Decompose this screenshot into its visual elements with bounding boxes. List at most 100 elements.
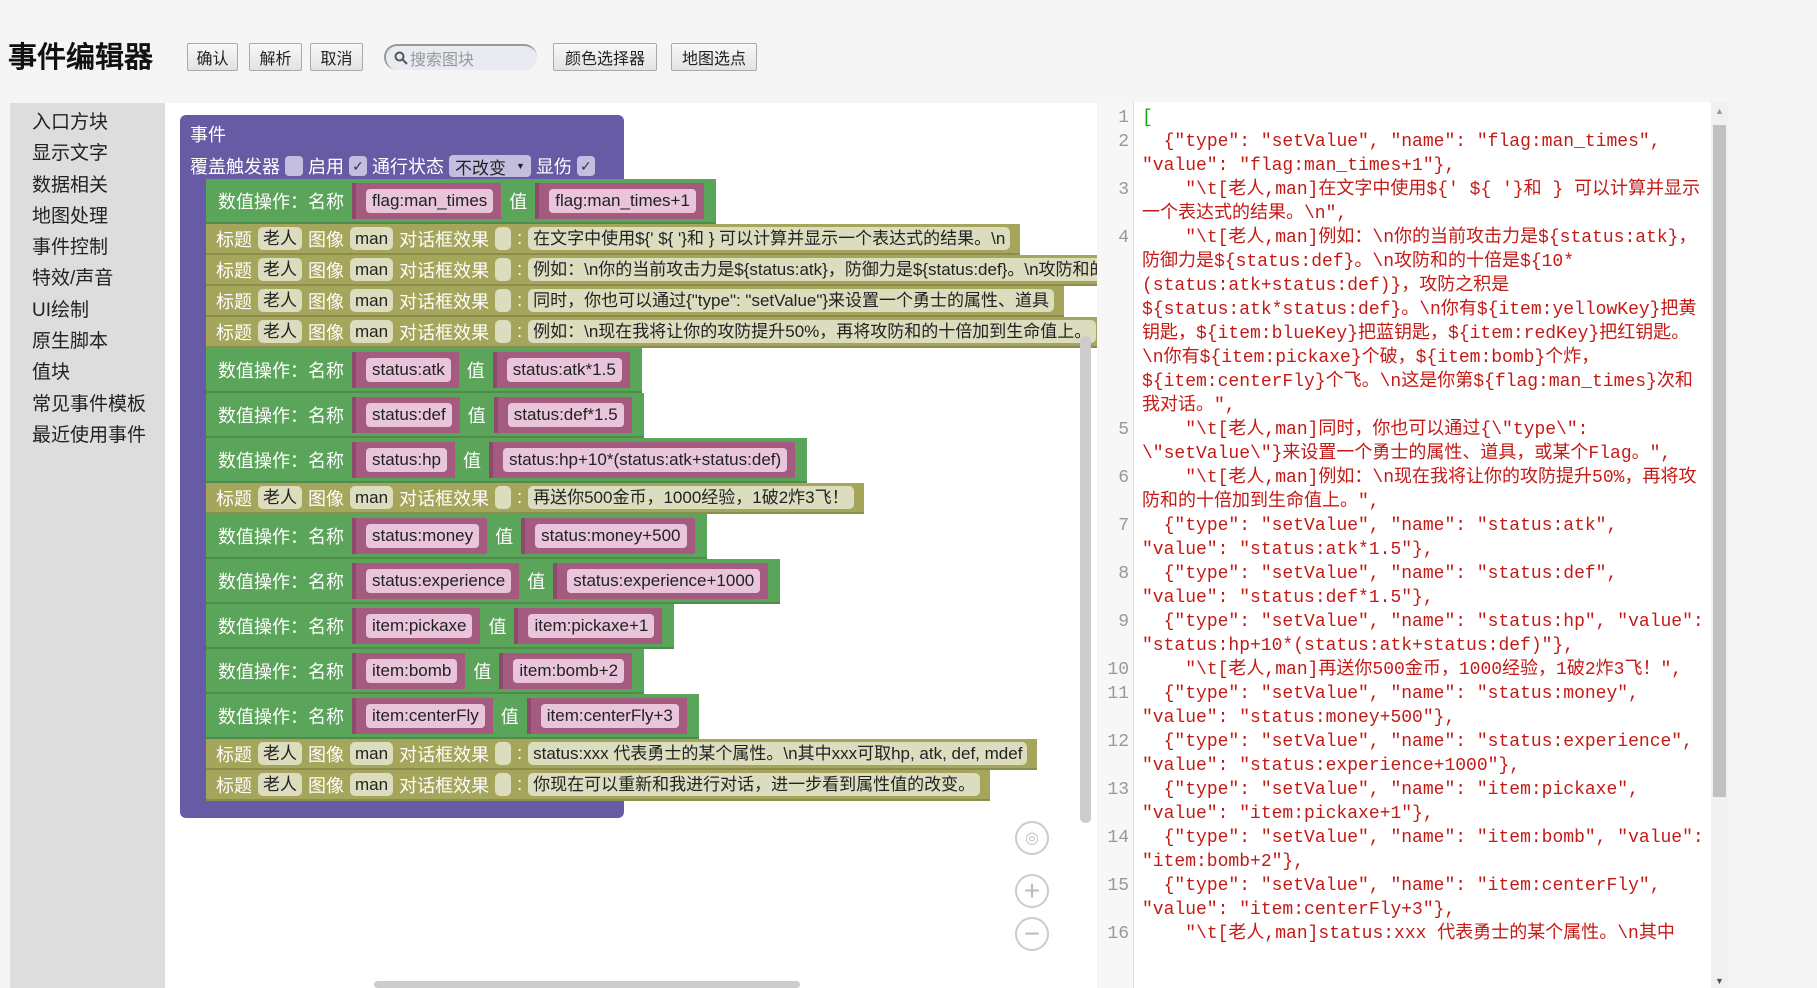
- sidebar-item[interactable]: 入口方块: [32, 112, 109, 133]
- pass-state-dropdown[interactable]: 不改变 ▼: [449, 155, 531, 178]
- name-field-block[interactable]: status:money: [352, 517, 488, 554]
- sidebar-item[interactable]: 值块: [32, 362, 71, 384]
- set-value-block[interactable]: 数值操作：名称 status:money 值 status:money+500: [206, 514, 707, 559]
- sidebar-item[interactable]: 最近使用事件: [32, 424, 147, 446]
- title-field[interactable]: 老人: [258, 773, 302, 796]
- enable-checkbox[interactable]: ✓: [349, 156, 367, 176]
- title-field[interactable]: 老人: [258, 258, 302, 281]
- map-pick-button[interactable]: 地图选点: [671, 43, 757, 71]
- code-content[interactable]: 1[2 {"type": "setValue", "name": "flag:m…: [1099, 106, 1709, 946]
- value-field-block[interactable]: status:money+500: [521, 517, 695, 554]
- code-line-text[interactable]: {"type": "setValue", "name": "status:mon…: [1142, 684, 1650, 728]
- value-field[interactable]: status:hp+10*(status:atk+status:def): [503, 447, 788, 472]
- sidebar-item[interactable]: 常见事件模板: [32, 393, 147, 415]
- effect-field[interactable]: [495, 227, 512, 250]
- scroll-down-icon[interactable]: ▼: [1715, 976, 1724, 986]
- value-field[interactable]: flag:man_times+1: [549, 188, 696, 213]
- name-field[interactable]: item:centerFly: [366, 703, 485, 728]
- name-field-block[interactable]: item:centerFly: [352, 697, 493, 734]
- value-field-block[interactable]: flag:man_times+1: [535, 182, 704, 219]
- code-line-text[interactable]: "\t[老人,man]例如：\n现在我将让你的攻防提升50%，再将攻防和的十倍加…: [1142, 468, 1697, 512]
- set-value-block[interactable]: 数值操作：名称 flag:man_times 值 flag:man_times+1: [206, 179, 716, 224]
- value-field[interactable]: item:centerFly+3: [540, 703, 679, 728]
- code-line-text[interactable]: [: [1142, 108, 1153, 128]
- sidebar-item[interactable]: 数据相关: [32, 174, 109, 196]
- value-field-block[interactable]: status:atk*1.5: [492, 351, 630, 388]
- code-line-text[interactable]: {"type": "setValue", "name": "item:cente…: [1142, 876, 1672, 920]
- show-text-block[interactable]: 标题 老人 图像 man 对话框效果: status:xxx 代表勇士的某个属性。\n其中…: [206, 739, 1038, 770]
- name-field-block[interactable]: status:def: [352, 396, 460, 433]
- code-line-text[interactable]: {"type": "setValue", "name": "status:atk…: [1142, 516, 1629, 560]
- code-line-text[interactable]: "\t[老人,man]例如：\n你的当前攻击力是${status:atk}，防御…: [1142, 228, 1697, 416]
- text-field[interactable]: 你现在可以重新和我进行对话，进一步看到属性值的改变。: [528, 773, 981, 796]
- editor-scroll-thumb[interactable]: [1713, 125, 1726, 797]
- code-line-text[interactable]: {"type": "setValue", "name": "item:picka…: [1142, 780, 1650, 824]
- code-line-text[interactable]: {"type": "setValue", "name": "status:def…: [1142, 564, 1629, 608]
- name-field-block[interactable]: flag:man_times: [352, 182, 502, 219]
- name-field-block[interactable]: status:atk: [352, 351, 459, 388]
- scroll-up-icon[interactable]: ▲: [1715, 106, 1724, 116]
- effect-field[interactable]: [495, 773, 512, 796]
- code-line-text[interactable]: "\t[老人,man]在文字中使用${' ${ '}和 } 可以计算并显示一个表…: [1142, 180, 1701, 224]
- name-field[interactable]: status:def: [366, 402, 452, 427]
- effect-field[interactable]: [495, 258, 512, 281]
- title-field[interactable]: 老人: [258, 742, 302, 765]
- effect-field[interactable]: [495, 486, 512, 509]
- text-field[interactable]: 例如：\n你的当前攻击力是${status:atk}，防御力是${status:…: [528, 258, 1097, 281]
- title-field[interactable]: 老人: [258, 227, 302, 250]
- value-field-block[interactable]: item:pickaxe+1: [514, 607, 663, 644]
- effect-field[interactable]: [495, 742, 512, 765]
- name-field[interactable]: status:hp: [366, 447, 447, 472]
- value-field-block[interactable]: status:hp+10*(status:atk+status:def): [489, 441, 796, 478]
- sidebar-item[interactable]: 显示文字: [32, 143, 109, 165]
- value-field[interactable]: status:def*1.5: [507, 402, 624, 427]
- title-field[interactable]: 老人: [258, 486, 302, 509]
- color-picker-button[interactable]: 颜色选择器: [553, 43, 657, 71]
- image-field[interactable]: man: [350, 320, 394, 343]
- show-text-block[interactable]: 标题 老人 图像 man 对话框效果: 例如：\n现在我将让你的攻防提升50%，再将攻防和…: [206, 317, 1097, 348]
- confirm-button[interactable]: 确认: [187, 43, 238, 71]
- value-field-block[interactable]: status:experience+1000: [553, 562, 769, 599]
- recenter-icon[interactable]: ◎: [1015, 821, 1049, 855]
- name-field-block[interactable]: status:experience: [352, 562, 520, 599]
- title-field[interactable]: 老人: [258, 289, 302, 312]
- sidebar-item[interactable]: 原生脚本: [32, 331, 109, 353]
- code-line-text[interactable]: {"type": "setValue", "name": "flag:man_t…: [1142, 132, 1672, 176]
- text-field[interactable]: 再送你500金币，1000经验，1破2炸3飞！: [528, 486, 854, 509]
- image-field[interactable]: man: [350, 289, 394, 312]
- set-value-block[interactable]: 数值操作：名称 status:atk 值 status:atk*1.5: [206, 348, 642, 393]
- image-field[interactable]: man: [350, 258, 394, 281]
- editor-scrollbar[interactable]: ▲ ▼: [1711, 102, 1728, 988]
- search-input[interactable]: 搜索图块: [384, 44, 537, 70]
- image-field[interactable]: man: [350, 227, 394, 250]
- title-field[interactable]: 老人: [258, 320, 302, 343]
- effect-field[interactable]: [495, 289, 512, 312]
- blockly-workspace[interactable]: 事件 覆盖触发器 启用 ✓ 通行状态 不改变 ▼ 显伤 ✓ 数值操作：名称 flag…: [165, 103, 1097, 988]
- event-block[interactable]: 事件 覆盖触发器 启用 ✓ 通行状态 不改变 ▼ 显伤 ✓ 数值操作：名称 flag…: [180, 115, 1097, 818]
- set-value-block[interactable]: 数值操作：名称 item:centerFly 值 item:centerFly+3: [206, 694, 699, 739]
- sidebar-item[interactable]: UI绘制: [32, 299, 90, 321]
- code-line-text[interactable]: "\t[老人,man]status:xxx 代表勇士的某个属性。\n其中: [1142, 924, 1675, 944]
- workspace-vertical-scrollbar[interactable]: [1080, 336, 1091, 823]
- image-field[interactable]: man: [350, 773, 394, 796]
- set-value-block[interactable]: 数值操作：名称 status:experience 值 status:experien…: [206, 559, 781, 604]
- image-field[interactable]: man: [350, 486, 394, 509]
- set-value-block[interactable]: 数值操作：名称 status:def 值 status:def*1.5: [206, 393, 644, 438]
- show-text-block[interactable]: 标题 老人 图像 man 对话框效果: 在文字中使用${' ${ '}和 } 可以计算并显…: [206, 224, 1021, 255]
- workspace-horizontal-scrollbar[interactable]: [374, 981, 800, 988]
- value-field-block[interactable]: item:centerFly+3: [526, 697, 687, 734]
- value-field[interactable]: status:experience+1000: [567, 568, 761, 593]
- name-field-block[interactable]: item:pickaxe: [352, 607, 481, 644]
- name-field[interactable]: item:bomb: [366, 658, 458, 683]
- set-value-block[interactable]: 数值操作：名称 item:pickaxe 值 item:pickaxe+1: [206, 604, 675, 649]
- show-text-block[interactable]: 标题 老人 图像 man 对话框效果: 例如：\n你的当前攻击力是${status:atk…: [206, 255, 1097, 286]
- name-field[interactable]: status:atk: [366, 357, 451, 382]
- name-field-block[interactable]: status:hp: [352, 441, 455, 478]
- text-field[interactable]: 例如：\n现在我将让你的攻防提升50%，再将攻防和的十倍加到生命值上。: [528, 320, 1097, 343]
- value-field-block[interactable]: item:bomb+2: [499, 652, 633, 689]
- code-line-text[interactable]: {"type": "setValue", "name": "status:exp…: [1142, 732, 1704, 776]
- show-damage-checkbox[interactable]: ✓: [576, 156, 595, 176]
- code-editor[interactable]: 1[2 {"type": "setValue", "name": "flag:m…: [1099, 102, 1727, 988]
- sidebar-item[interactable]: 地图处理: [32, 205, 109, 227]
- sidebar-item[interactable]: 事件控制: [32, 237, 109, 259]
